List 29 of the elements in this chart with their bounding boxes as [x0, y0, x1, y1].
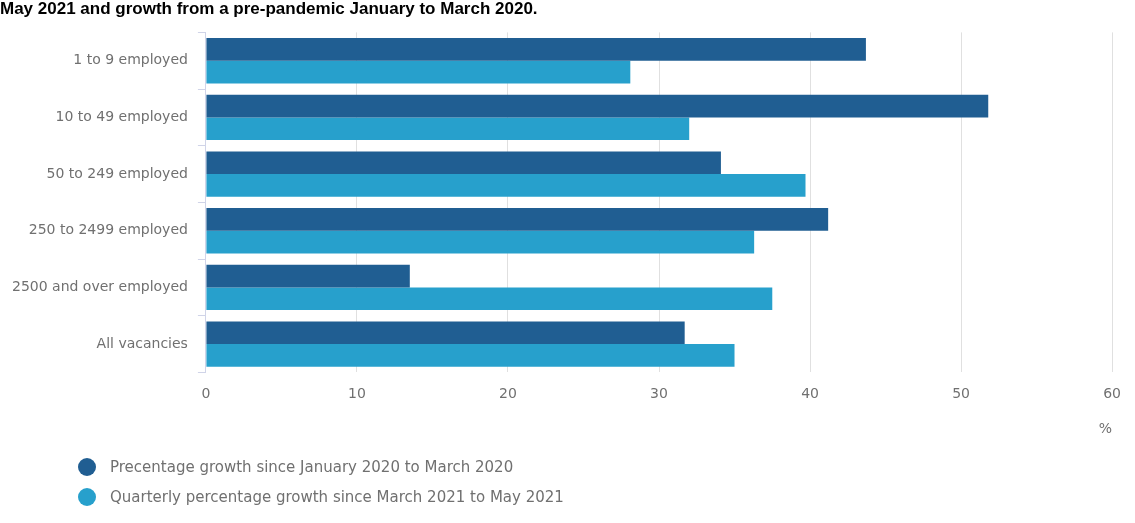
y-tick-label: 50 to 249 employed: [46, 164, 188, 181]
y-tick-label: 1 to 9 employed: [73, 51, 188, 68]
x-tick-label: 50: [952, 385, 970, 402]
bar: [206, 174, 806, 197]
bar: [206, 208, 829, 231]
x-tick-label: 40: [801, 385, 819, 402]
x-axis-title: %: [1098, 420, 1113, 437]
bar: [206, 287, 773, 311]
bar: [206, 264, 410, 288]
y-tick-label: 250 to 2499 employed: [28, 221, 188, 238]
bar: [206, 117, 690, 141]
y-tick-label: 2500 and over employed: [11, 278, 188, 295]
bar: [206, 38, 866, 61]
bar: [206, 344, 735, 367]
chart-title: May 2021 and growth from a pre-pandemic January to March 2020.: [0, 0, 538, 18]
y-tick-label: 10 to 49 employed: [55, 108, 188, 125]
bar: [206, 60, 631, 84]
legend-label: Precentage growth since January 2020 to March 2020: [110, 458, 514, 476]
x-tick-label: 60: [1103, 385, 1122, 402]
bar: [206, 151, 721, 175]
x-tick-label: 20: [499, 385, 517, 402]
x-tick-label: 30: [650, 385, 668, 402]
bar: [206, 94, 989, 118]
y-tick-label: All vacancies: [96, 334, 188, 351]
x-tick-label: 0: [201, 385, 211, 402]
bar: [206, 230, 755, 254]
legend-label: Quarterly percentage growth since March 2021 to May 2021: [110, 488, 564, 506]
x-tick-label: 10: [348, 385, 366, 402]
bar: [206, 321, 685, 345]
